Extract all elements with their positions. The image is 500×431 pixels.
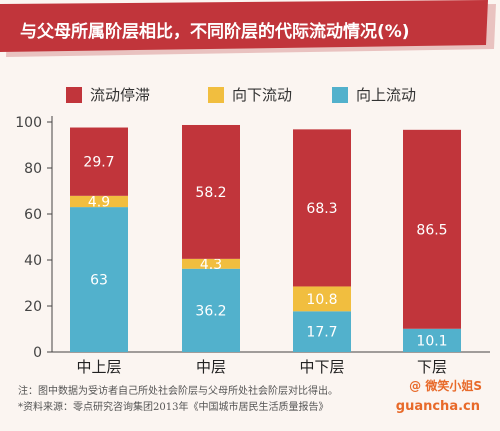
legend-item-downward: 向下流动 (208, 84, 292, 105)
data-label: 86.5 (416, 222, 447, 238)
chart-title: 与父母所属阶层相比，不同阶层的代际流动情况(%) (20, 22, 410, 42)
x-category-label: 中下层 (299, 358, 344, 376)
x-category-label: 中层 (196, 358, 226, 376)
bar-segment (182, 258, 240, 269)
title-banner (0, 0, 496, 57)
data-label: 17.7 (306, 325, 337, 341)
data-label: 4.3 (200, 257, 222, 273)
data-label: 68.3 (306, 201, 337, 217)
data-label: 63 (90, 273, 108, 289)
bar-segment (403, 129, 461, 329)
legend-label-downward: 向下流动 (232, 86, 293, 104)
x-category-label: 中上层 (76, 358, 121, 376)
y-tick-label: 60 (24, 207, 42, 223)
y-tick-label: 20 (24, 299, 42, 315)
bar-segment (403, 328, 461, 352)
data-label: 58.2 (195, 185, 226, 201)
bar-segment (182, 124, 240, 259)
bar-segment (293, 129, 351, 287)
watermark-site: guancha.cn (395, 399, 480, 414)
data-label: 36.2 (195, 303, 226, 319)
data-label: 10.8 (306, 292, 337, 308)
legend: 流动停滞 向下流动 向上流动 (0, 84, 500, 114)
data-label: 29.7 (83, 155, 114, 171)
bar-segment (182, 268, 240, 352)
source-line: *资料来源：零点研究咨询集团2013年《中国城市居民生活质量报告》 (18, 402, 329, 413)
bar-segment (70, 127, 128, 196)
legend-item-stagnant: 流动停滞 (66, 84, 150, 105)
bar-segment (70, 195, 128, 208)
y-tick-label: 40 (24, 253, 42, 269)
title-bar: 与父母所属阶层相比，不同阶层的代际流动情况(%) (0, 0, 500, 60)
y-tick-label: 100 (15, 115, 42, 131)
watermark: @ 微笑小姐S guancha.cn (354, 375, 494, 425)
x-category-label: 下层 (417, 358, 447, 376)
bar-segment (293, 311, 351, 352)
chart-notes: 注：图中数据为受访者自己所处社会阶层与父母所处社会阶层对比得出。 *资料来源：零… (18, 384, 488, 416)
y-tick-label: 80 (24, 161, 42, 177)
legend-swatch-downward (208, 86, 224, 103)
bar-segment (293, 286, 351, 312)
note-line: 注：图中数据为受访者自己所处社会阶层与父母所处社会阶层对比得出。 (18, 386, 338, 397)
y-tick-label: 0 (33, 345, 42, 361)
data-label: 10.1 (416, 333, 447, 349)
legend-label-stagnant: 流动停滞 (90, 86, 151, 104)
stacked-bar-chart: 0 20 40 60 80 100 63 4.9 29.7 中上层 36.2 4.3 58.2 中层 17.… (15, 115, 490, 376)
bar-segment (70, 207, 128, 352)
legend-swatch-upward (332, 86, 348, 103)
legend-item-upward: 向上流动 (332, 84, 416, 105)
watermark-weibo: @ 微笑小姐S (409, 379, 482, 393)
data-label: 4.9 (88, 194, 110, 210)
legend-label-upward: 向上流动 (356, 86, 417, 104)
legend-swatch-stagnant (66, 86, 82, 103)
